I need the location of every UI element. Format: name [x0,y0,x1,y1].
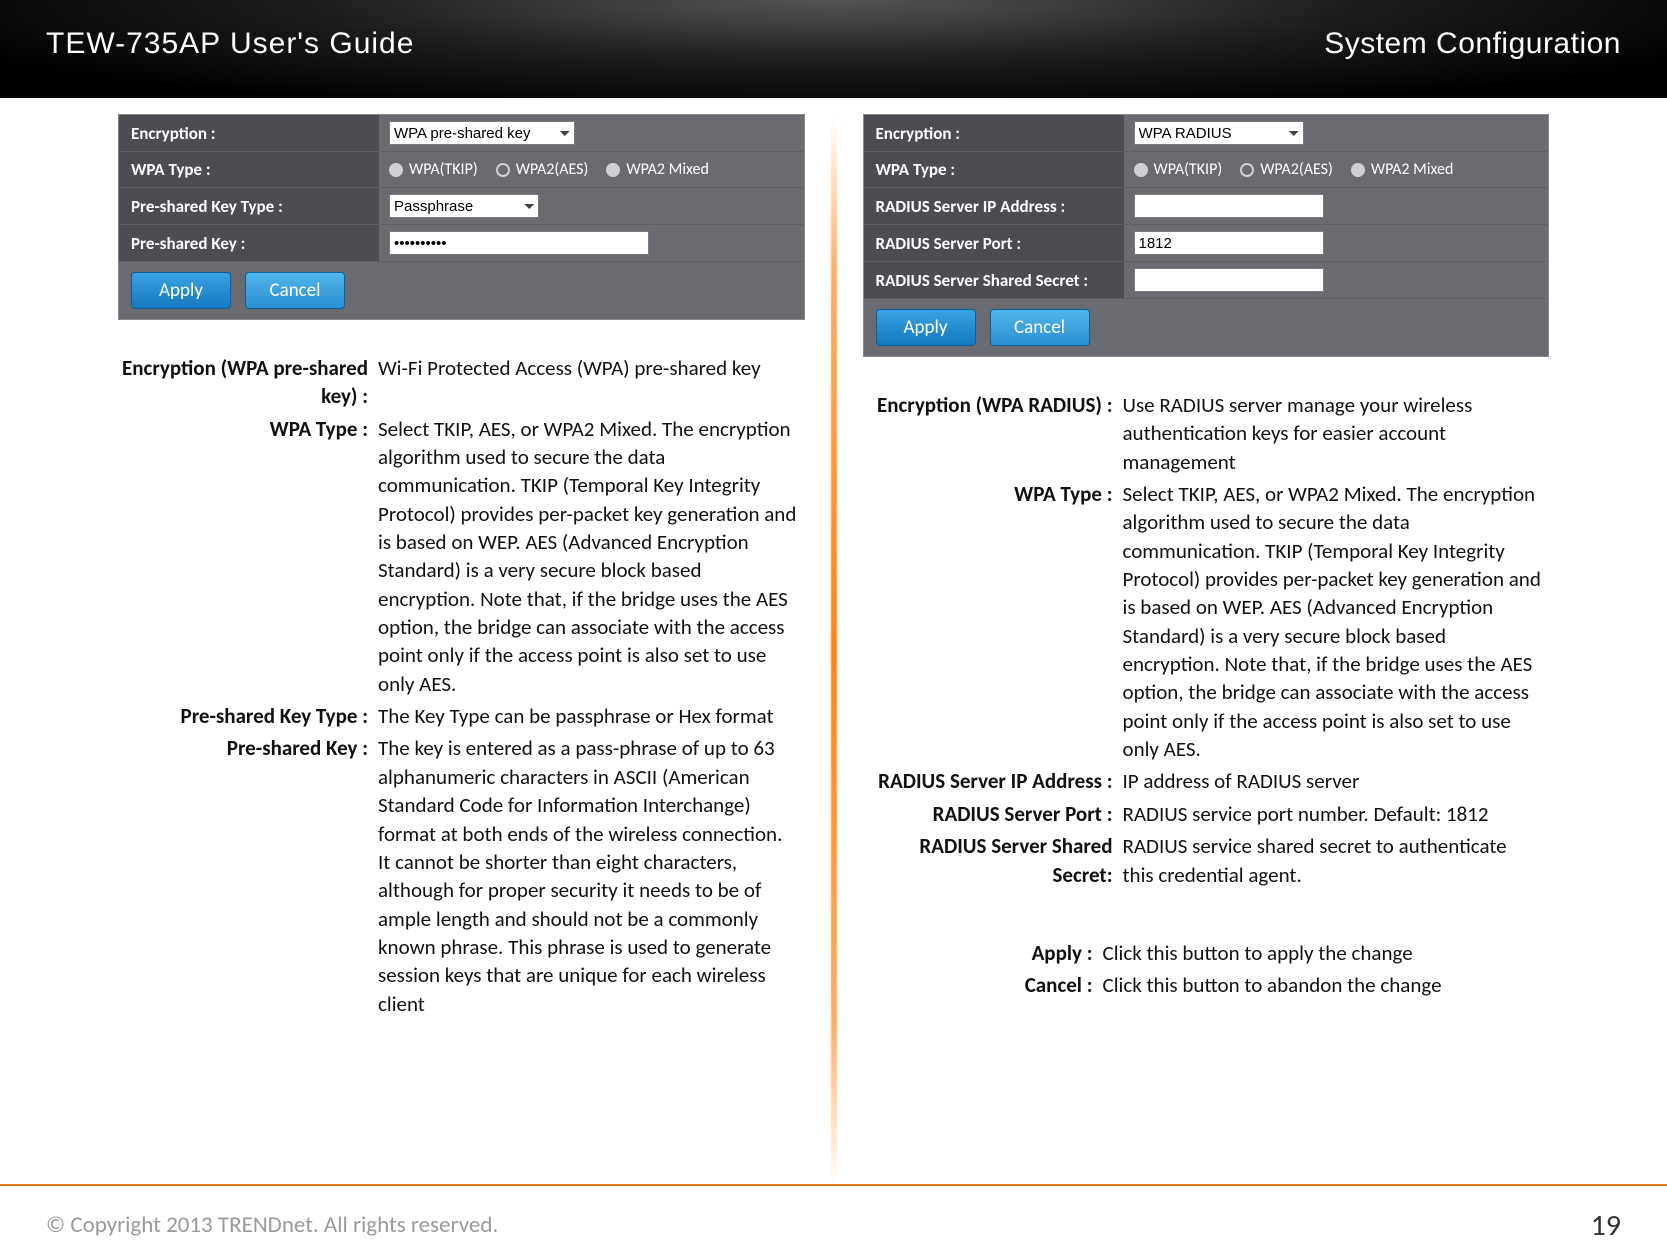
section-title: System Configuration [1324,27,1621,61]
definition-term: Pre-shared Key Type : [118,702,378,730]
radio-icon [1134,163,1148,177]
field-label: RADIUS Server Shared Secret : [864,262,1124,299]
definition-term: RADIUS Server IP Address : [863,767,1123,795]
field-value-cell: WPA(TKIP) WPA2(AES) WPA2 Mixed [1124,152,1549,188]
select-input[interactable]: WPA pre-shared key [389,121,575,145]
field-label: Encryption : [119,115,379,152]
field-label: Pre-shared Key Type : [119,188,379,225]
radio-icon [1351,163,1365,177]
definition-term: Cancel : [983,971,1103,999]
definition-desc: RADIUS service shared secret to authenti… [1123,832,1550,889]
radio-icon [496,163,510,177]
page-number: 19 [1591,1207,1621,1244]
field-label: WPA Type : [864,152,1124,188]
field-value-cell [1124,225,1549,262]
radio-option[interactable]: WPA2(AES) [496,160,589,179]
header-bar: TEW-735AP User's Guide System Configurat… [0,0,1667,98]
text-input[interactable] [1134,194,1324,218]
wpa-radius-definitions: Encryption (WPA RADIUS) :Use RADIUS serv… [863,391,1550,889]
definition-desc: Select TKIP, AES, or WPA2 Mixed. The enc… [378,415,805,698]
definition-row: RADIUS Server IP Address :IP address of … [863,767,1550,795]
definition-row: Apply :Click this button to apply the ch… [983,939,1550,967]
definition-row: Encryption (WPA pre-shared key) :Wi-Fi P… [118,354,805,411]
content-area: Encryption : WPA pre-shared key WPA Type :… [0,98,1667,1184]
cancel-button[interactable]: Cancel [990,309,1090,346]
select-input[interactable]: Passphrase [389,194,539,218]
definition-desc: Wi-Fi Protected Access (WPA) pre-shared … [378,354,805,411]
text-input[interactable] [389,231,649,255]
radio-group: WPA(TKIP) WPA2(AES) WPA2 Mixed [389,160,794,179]
field-value-cell: Passphrase [379,188,804,225]
radio-label: WPA2 Mixed [1371,160,1454,179]
wpa-psk-table: Encryption : WPA pre-shared key WPA Type :… [119,115,804,319]
radio-group: WPA(TKIP) WPA2(AES) WPA2 Mixed [1134,160,1539,179]
definition-desc: The Key Type can be passphrase or Hex fo… [378,702,805,730]
wpa-radius-table: Encryption : WPA RADIUS WPA Type : WPA(TKIP… [864,115,1549,356]
definition-term: RADIUS Server Shared Secret: [863,832,1123,889]
radio-label: WPA2(AES) [1260,160,1333,179]
definition-desc: Click this button to abandon the change [1103,971,1550,999]
field-label: Pre-shared Key : [119,225,379,262]
definition-term: RADIUS Server Port : [863,800,1123,828]
radio-label: WPA(TKIP) [409,160,478,179]
radio-option[interactable]: WPA2(AES) [1240,160,1333,179]
field-value-cell: WPA(TKIP) WPA2(AES) WPA2 Mixed [379,152,804,188]
definition-term: Pre-shared Key : [118,734,378,1017]
field-value-cell [1124,262,1549,299]
definition-row: Cancel :Click this button to abandon the… [983,971,1550,999]
definition-term: Apply : [983,939,1103,967]
definition-term: Encryption (WPA pre-shared key) : [118,354,378,411]
radio-icon [606,163,620,177]
definition-desc: The key is entered as a pass-phrase of u… [378,734,805,1017]
right-column: Encryption : WPA RADIUS WPA Type : WPA(TKIP… [845,114,1568,1184]
radio-icon [1240,163,1254,177]
field-label: WPA Type : [119,152,379,188]
field-label: RADIUS Server IP Address : [864,188,1124,225]
radio-option[interactable]: WPA2 Mixed [1351,160,1454,179]
apply-button[interactable]: Apply [131,272,231,309]
field-value-cell: WPA pre-shared key [379,115,804,152]
definition-row: Pre-shared Key Type :The Key Type can be… [118,702,805,730]
footer: © Copyright 2013 TRENDnet. All rights re… [0,1184,1667,1250]
wpa-psk-definitions: Encryption (WPA pre-shared key) :Wi-Fi P… [118,354,805,1018]
radio-icon [389,163,403,177]
doc-title: TEW-735AP User's Guide [46,27,414,61]
definition-desc: Click this button to apply the change [1103,939,1550,967]
radio-label: WPA2 Mixed [626,160,709,179]
left-column: Encryption : WPA pre-shared key WPA Type :… [100,114,823,1184]
field-value-cell: WPA RADIUS [1124,115,1549,152]
definition-desc: Use RADIUS server manage your wireless a… [1123,391,1550,476]
text-input[interactable] [1134,268,1324,292]
apply-cancel-definitions: Apply :Click this button to apply the ch… [983,939,1550,1000]
definition-row: Pre-shared Key :The key is entered as a … [118,734,805,1017]
radio-option[interactable]: WPA2 Mixed [606,160,709,179]
text-input[interactable] [1134,231,1324,255]
radio-label: WPA(TKIP) [1154,160,1223,179]
definition-row: RADIUS Server Shared Secret:RADIUS servi… [863,832,1550,889]
definition-row: RADIUS Server Port :RADIUS service port … [863,800,1550,828]
definition-row: Encryption (WPA RADIUS) :Use RADIUS serv… [863,391,1550,476]
wpa-psk-panel: Encryption : WPA pre-shared key WPA Type :… [118,114,805,320]
definition-desc: IP address of RADIUS server [1123,767,1550,795]
radio-option[interactable]: WPA(TKIP) [1134,160,1223,179]
definition-term: WPA Type : [863,480,1123,763]
definition-row: WPA Type :Select TKIP, AES, or WPA2 Mixe… [863,480,1550,763]
definition-term: Encryption (WPA RADIUS) : [863,391,1123,476]
copyright-text: © Copyright 2013 TRENDnet. All rights re… [46,1211,498,1239]
field-value-cell [1124,188,1549,225]
apply-button[interactable]: Apply [876,309,976,346]
field-label: RADIUS Server Port : [864,225,1124,262]
radio-option[interactable]: WPA(TKIP) [389,160,478,179]
wpa-radius-panel: Encryption : WPA RADIUS WPA Type : WPA(TKIP… [863,114,1550,357]
column-divider [831,114,837,1184]
definition-row: WPA Type :Select TKIP, AES, or WPA2 Mixe… [118,415,805,698]
field-value-cell [379,225,804,262]
select-input[interactable]: WPA RADIUS [1134,121,1304,145]
cancel-button[interactable]: Cancel [245,272,345,309]
radio-label: WPA2(AES) [516,160,589,179]
definition-term: WPA Type : [118,415,378,698]
definition-desc: RADIUS service port number. Default: 181… [1123,800,1550,828]
definition-desc: Select TKIP, AES, or WPA2 Mixed. The enc… [1123,480,1550,763]
field-label: Encryption : [864,115,1124,152]
